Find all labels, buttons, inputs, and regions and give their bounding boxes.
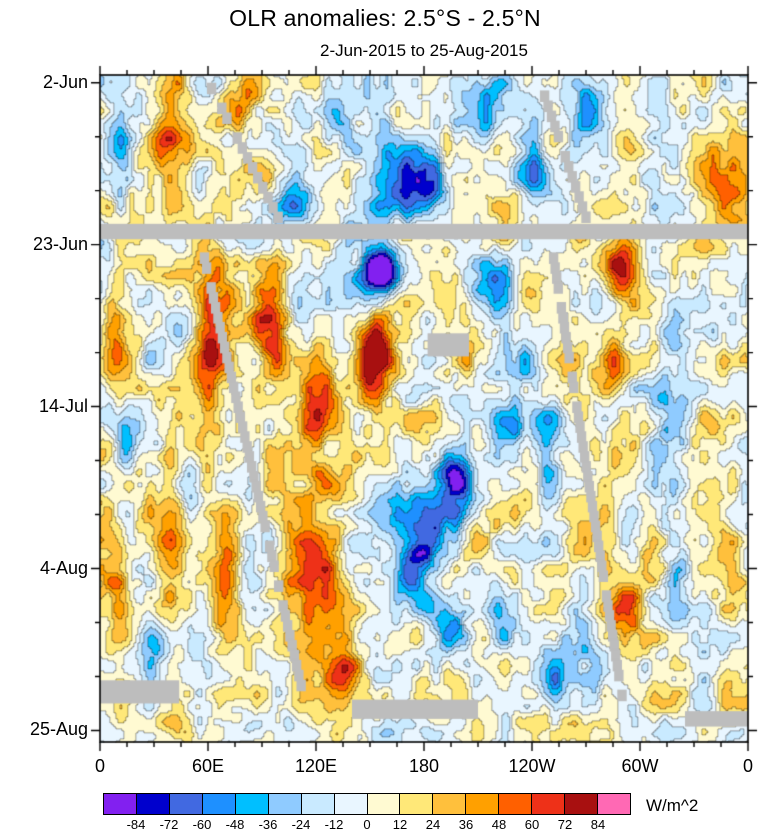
- colorbar-segment: [565, 794, 599, 814]
- x-axis-tick-label: 120E: [294, 756, 338, 776]
- colorbar-tick-label: -48: [225, 817, 245, 832]
- colorbar-segment: [268, 794, 302, 814]
- colorbar-segment: [466, 794, 500, 814]
- y-axis-tick-label: 14-Jul: [38, 395, 88, 416]
- x-axis-tick-label: 0: [94, 756, 106, 776]
- chart-subtitle: 2-Jun-2015 to 25-Aug-2015: [320, 41, 528, 60]
- colorbar-segment: [532, 794, 566, 814]
- colorbar-tick-label: 72: [557, 817, 573, 832]
- colorbar-tick-label: -60: [192, 817, 212, 832]
- colorbar-segment: [202, 794, 236, 814]
- colorbar-tick-label: -24: [291, 817, 311, 832]
- y-axis-tick-label: 23-Jun: [32, 233, 88, 254]
- colorbar-tick-label: -36: [258, 817, 278, 832]
- colorbar-segment: [598, 794, 630, 814]
- colorbar: [103, 793, 631, 815]
- colorbar-segment: [433, 794, 467, 814]
- colorbar-tick-label: -12: [324, 817, 344, 832]
- colorbar-segment: [400, 794, 434, 814]
- y-axis-tick-label: 4-Aug: [39, 557, 88, 578]
- y-axis-tick-label: 25-Aug: [29, 719, 88, 740]
- colorbar-segment: [169, 794, 203, 814]
- colorbar-tick-label: 36: [458, 817, 474, 832]
- colorbar-units-label: W/m^2: [646, 796, 699, 815]
- colorbar-segment: [136, 794, 170, 814]
- colorbar-tick-label: 0: [363, 817, 371, 832]
- colorbar-segment: [301, 794, 335, 814]
- x-axis-tick-label: 60W: [621, 756, 659, 776]
- colorbar-tick-label: 48: [491, 817, 507, 832]
- colorbar-tick-label: 12: [392, 817, 408, 832]
- colorbar-segment: [334, 794, 368, 814]
- x-axis-tick-label: 0: [742, 756, 754, 776]
- colorbar-tick-label: 24: [425, 817, 441, 832]
- colorbar-tick-label: 60: [524, 817, 540, 832]
- colorbar-segment: [499, 794, 533, 814]
- x-axis-tick-label: 120W: [508, 756, 556, 776]
- chart-title: OLR anomalies: 2.5°S - 2.5°N: [229, 5, 541, 31]
- colorbar-tick-label: -84: [126, 817, 146, 832]
- colorbar-tick-label: -72: [159, 817, 179, 832]
- colorbar-segment: [104, 794, 137, 814]
- y-axis-tick-label: 2-Jun: [42, 71, 88, 92]
- x-axis-tick-label: 60E: [191, 756, 225, 776]
- colorbar-segment: [235, 794, 269, 814]
- x-axis-tick-label: 180: [408, 756, 440, 776]
- colorbar-tick-label: 84: [590, 817, 606, 832]
- colorbar-segment: [367, 794, 401, 814]
